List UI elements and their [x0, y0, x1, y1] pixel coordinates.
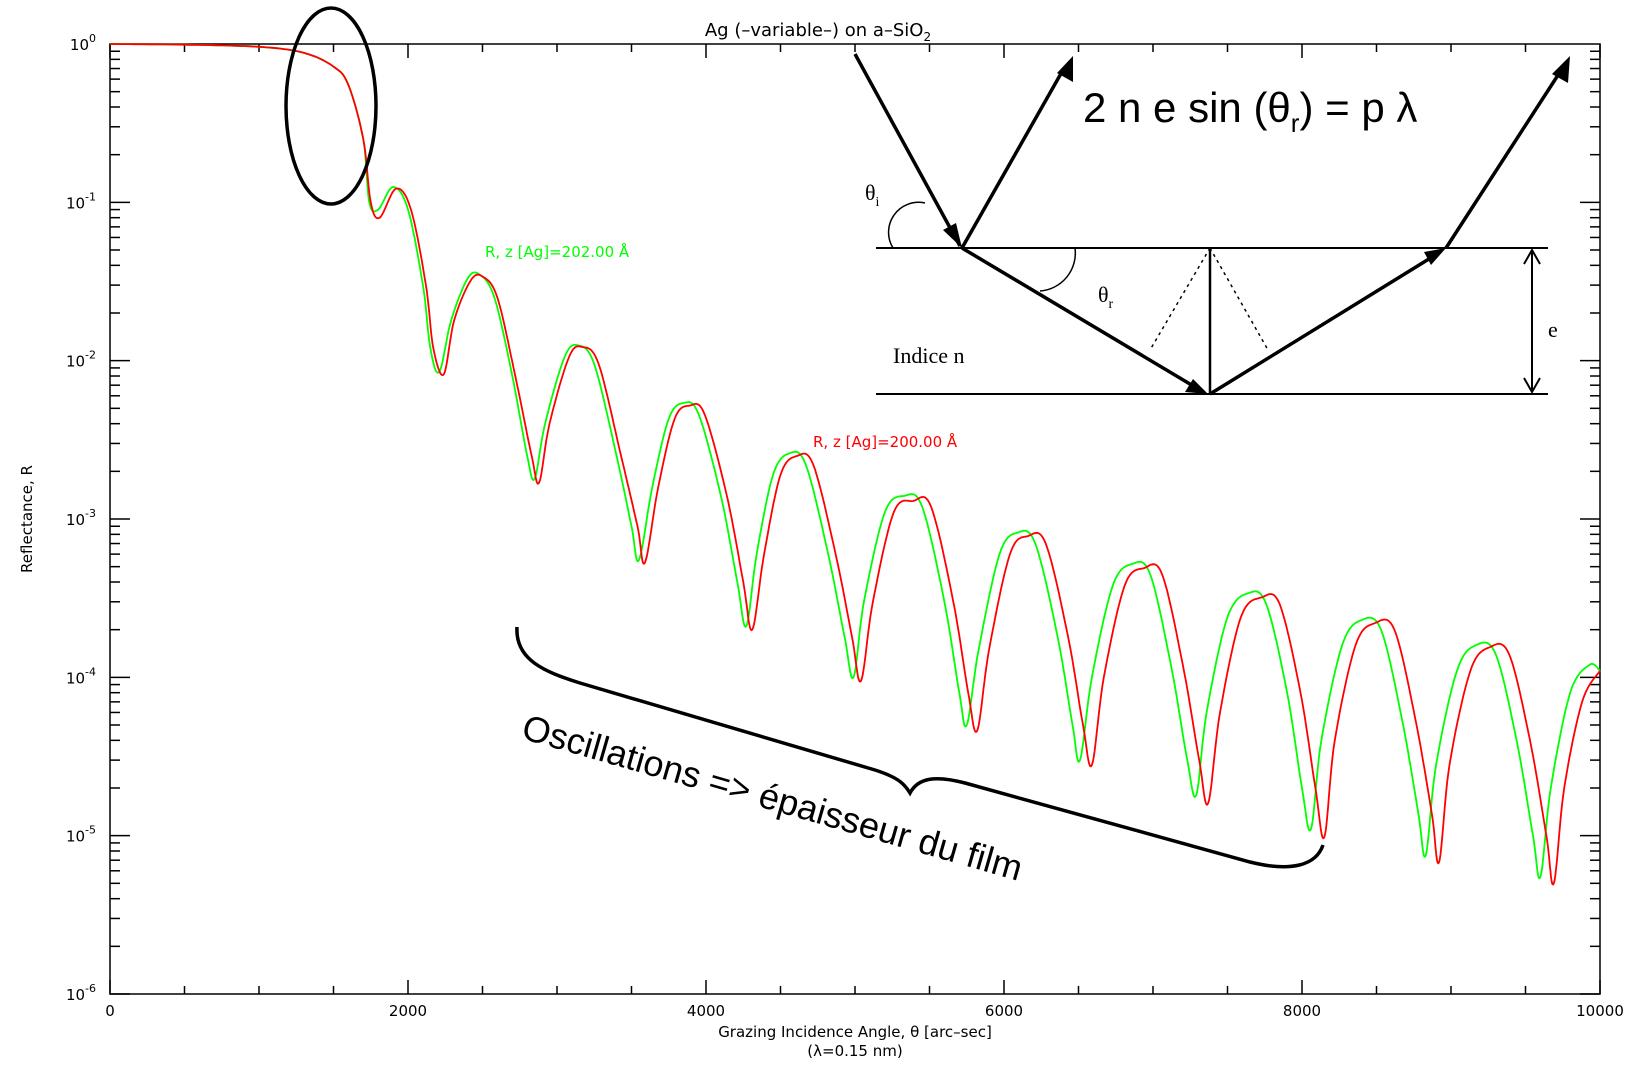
oscillation-label: Oscillations => épaisseur du film — [518, 706, 1027, 888]
series-line-0 — [110, 43, 1601, 879]
reflected-arrowhead-2 — [1552, 56, 1570, 83]
thickness-arrow-bottom — [1523, 377, 1541, 395]
x-tick-label: 6000 — [985, 1002, 1023, 1020]
thin-film-diagram: θi θr Indice n e — [853, 53, 1570, 396]
y-axis-label: Reflectance, R — [18, 465, 36, 573]
chart-title: Ag (–variable–) on a–SiO2 — [705, 20, 931, 44]
y-tick-label: 10-1 — [66, 190, 96, 212]
x-tick-label: 2000 — [389, 1002, 427, 1020]
theta-i-arc — [887, 201, 926, 249]
reflected-arrowhead-1 — [1057, 56, 1073, 82]
y-tick-label: 100 — [70, 32, 96, 54]
reflected-ray-2 — [1444, 71, 1562, 249]
refractive-index-label: Indice n — [893, 343, 964, 368]
thickness-arrow-top — [1523, 247, 1541, 265]
theta-r-label: θr — [1098, 282, 1114, 312]
y-tick-label: 10-5 — [66, 824, 96, 846]
x-axis-sublabel: (λ=0.15 nm) — [807, 1042, 902, 1060]
refracted-ray-down — [961, 246, 1201, 392]
refracted-ray-up — [1209, 252, 1438, 396]
dotted-guide-right — [1209, 247, 1269, 351]
x-tick-label: 4000 — [687, 1002, 725, 1020]
x-tick-label: 10000 — [1576, 1002, 1624, 1020]
refracted-arrowhead-up — [1424, 248, 1446, 265]
x-tick-label: 0 — [105, 1002, 115, 1020]
series-layer — [110, 43, 1601, 886]
reflected-ray-1 — [960, 69, 1065, 249]
y-tick-label: 10-2 — [66, 349, 96, 371]
axis-ticks — [109, 44, 1601, 995]
y-tick-label: 10-6 — [66, 982, 96, 1004]
theta-r-arc — [1039, 247, 1077, 292]
refracted-arrowhead-down — [1185, 379, 1208, 394]
theta-i-label: θi — [865, 180, 880, 210]
x-tick-labels: 0 2000 4000 6000 8000 10000 — [105, 1002, 1624, 1020]
bragg-formula: 2 n e sin (θr) = p λ — [1083, 84, 1417, 138]
dotted-guide-left — [1149, 247, 1211, 351]
knee-highlight-ellipse — [284, 6, 378, 206]
thickness-label: e — [1548, 317, 1558, 342]
series-line-1 — [110, 43, 1601, 886]
plot-frame — [109, 43, 1601, 995]
oscillation-brace — [515, 626, 1325, 869]
incident-arrowhead — [943, 223, 962, 248]
series-label-red: R, z [Ag]=200.00 Å — [813, 432, 958, 451]
y-tick-label: 10-4 — [66, 665, 96, 687]
y-tick-labels: 100 10-1 10-2 10-3 10-4 10-5 10-6 — [66, 32, 96, 1004]
x-tick-label: 8000 — [1283, 1002, 1321, 1020]
x-axis-label: Grazing Incidence Angle, θ [arc–sec] — [718, 1023, 992, 1041]
incident-ray — [853, 53, 962, 247]
series-label-green: R, z [Ag]=202.00 Å — [485, 242, 630, 261]
y-tick-label: 10-3 — [66, 507, 96, 529]
